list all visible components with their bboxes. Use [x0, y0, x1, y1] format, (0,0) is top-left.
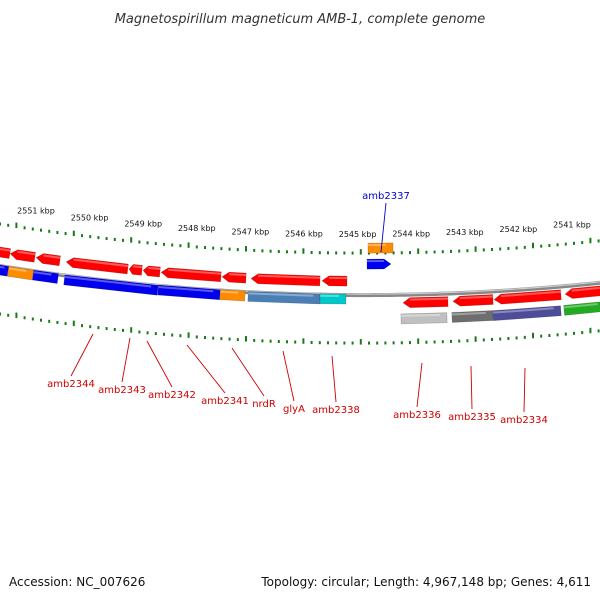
gene-arrow	[366, 258, 392, 270]
gene-block	[319, 293, 347, 305]
scale-tick-labels: 2551 kbp 2550 kbp 2549 kbp 2548 kbp 2547 kbp…	[17, 206, 591, 239]
gene-arrow	[493, 289, 562, 305]
leader-line-amb2335	[470, 365, 473, 410]
scale-ticks-bottom	[0, 312, 600, 345]
gene-label-amb2338[interactable]: amb2338	[312, 405, 360, 416]
gene-label-amb2342[interactable]: amb2342	[148, 390, 196, 401]
scale-label: 2542 kbp	[500, 225, 538, 234]
topology-text: Topology: circular; Length: 4,967,148 bp…	[260, 575, 591, 589]
gene-block	[0, 263, 10, 277]
gene-arrow	[35, 253, 61, 267]
leader-line-nrdR	[231, 347, 265, 397]
gene-label-glyA[interactable]: glyA	[283, 404, 305, 415]
leader-line-amb2338	[331, 355, 337, 403]
scale-label: 2548 kbp	[178, 224, 216, 233]
gene-arrow	[452, 294, 494, 307]
gene-label-amb2343[interactable]: amb2343	[98, 385, 146, 396]
gene-label-amb2336[interactable]: amb2336	[393, 410, 441, 421]
gene-label-nrdR[interactable]: nrdR	[252, 399, 276, 410]
scale-label: 2547 kbp	[232, 227, 270, 236]
leader-line-amb2337	[380, 202, 387, 253]
gene-label-amb2335[interactable]: amb2335	[448, 412, 496, 423]
leader-line-amb2334	[523, 367, 526, 413]
scale-label: 2545 kbp	[339, 230, 377, 239]
genome-title: Magnetospirillum magneticum AMB-1, compl…	[115, 12, 486, 27]
gene-block	[219, 289, 246, 302]
gene-arrow	[128, 264, 143, 276]
gene-arrow	[321, 275, 348, 287]
scale-label: 2544 kbp	[392, 230, 430, 239]
leader-line-amb2343	[121, 337, 131, 383]
gene-arrow	[564, 285, 600, 299]
gene-block	[7, 266, 34, 281]
leader-line-amb2342	[146, 340, 173, 388]
gene-arrow	[221, 271, 247, 284]
accession-text: Accession: NC_007626	[9, 575, 145, 589]
gene-block	[400, 312, 448, 325]
scale-label: 2550 kbp	[71, 214, 109, 223]
scale-label: 2546 kbp	[285, 229, 323, 238]
leader-line-glyA	[282, 350, 295, 402]
gene-arrow	[9, 249, 36, 263]
gene-features	[0, 242, 600, 325]
gene-block	[451, 310, 494, 323]
scale-label: 2549 kbp	[124, 219, 162, 228]
gene-block	[367, 242, 394, 254]
gene-block	[32, 269, 59, 284]
gene-arrow	[65, 257, 129, 275]
gene-label-amb2337[interactable]: amb2337	[362, 191, 410, 202]
gene-label-amb2334[interactable]: amb2334	[500, 415, 548, 426]
leader-line-amb2336	[416, 362, 423, 408]
gene-block	[492, 305, 562, 321]
leader-line-amb2344	[70, 333, 94, 377]
gene-label-amb2344[interactable]: amb2344	[47, 379, 95, 390]
leader-line-amb2341	[186, 344, 226, 394]
gene-arrow	[142, 265, 161, 278]
scale-ticks-top	[0, 222, 600, 255]
gene-arrow	[402, 296, 449, 308]
gene-label-amb2341[interactable]: amb2341	[201, 396, 249, 407]
gene-block	[247, 291, 321, 305]
gene-block	[157, 284, 221, 301]
label-leaders	[70, 202, 526, 413]
gene-arrow	[250, 273, 321, 287]
scale-label: 2541 kbp	[553, 221, 591, 230]
gene-arrow	[160, 267, 222, 283]
gene-block	[63, 274, 159, 296]
gene-block	[563, 301, 600, 316]
scale-label: 2551 kbp	[17, 206, 55, 215]
scale-label: 2543 kbp	[446, 228, 484, 237]
gene-arrow	[0, 246, 12, 259]
